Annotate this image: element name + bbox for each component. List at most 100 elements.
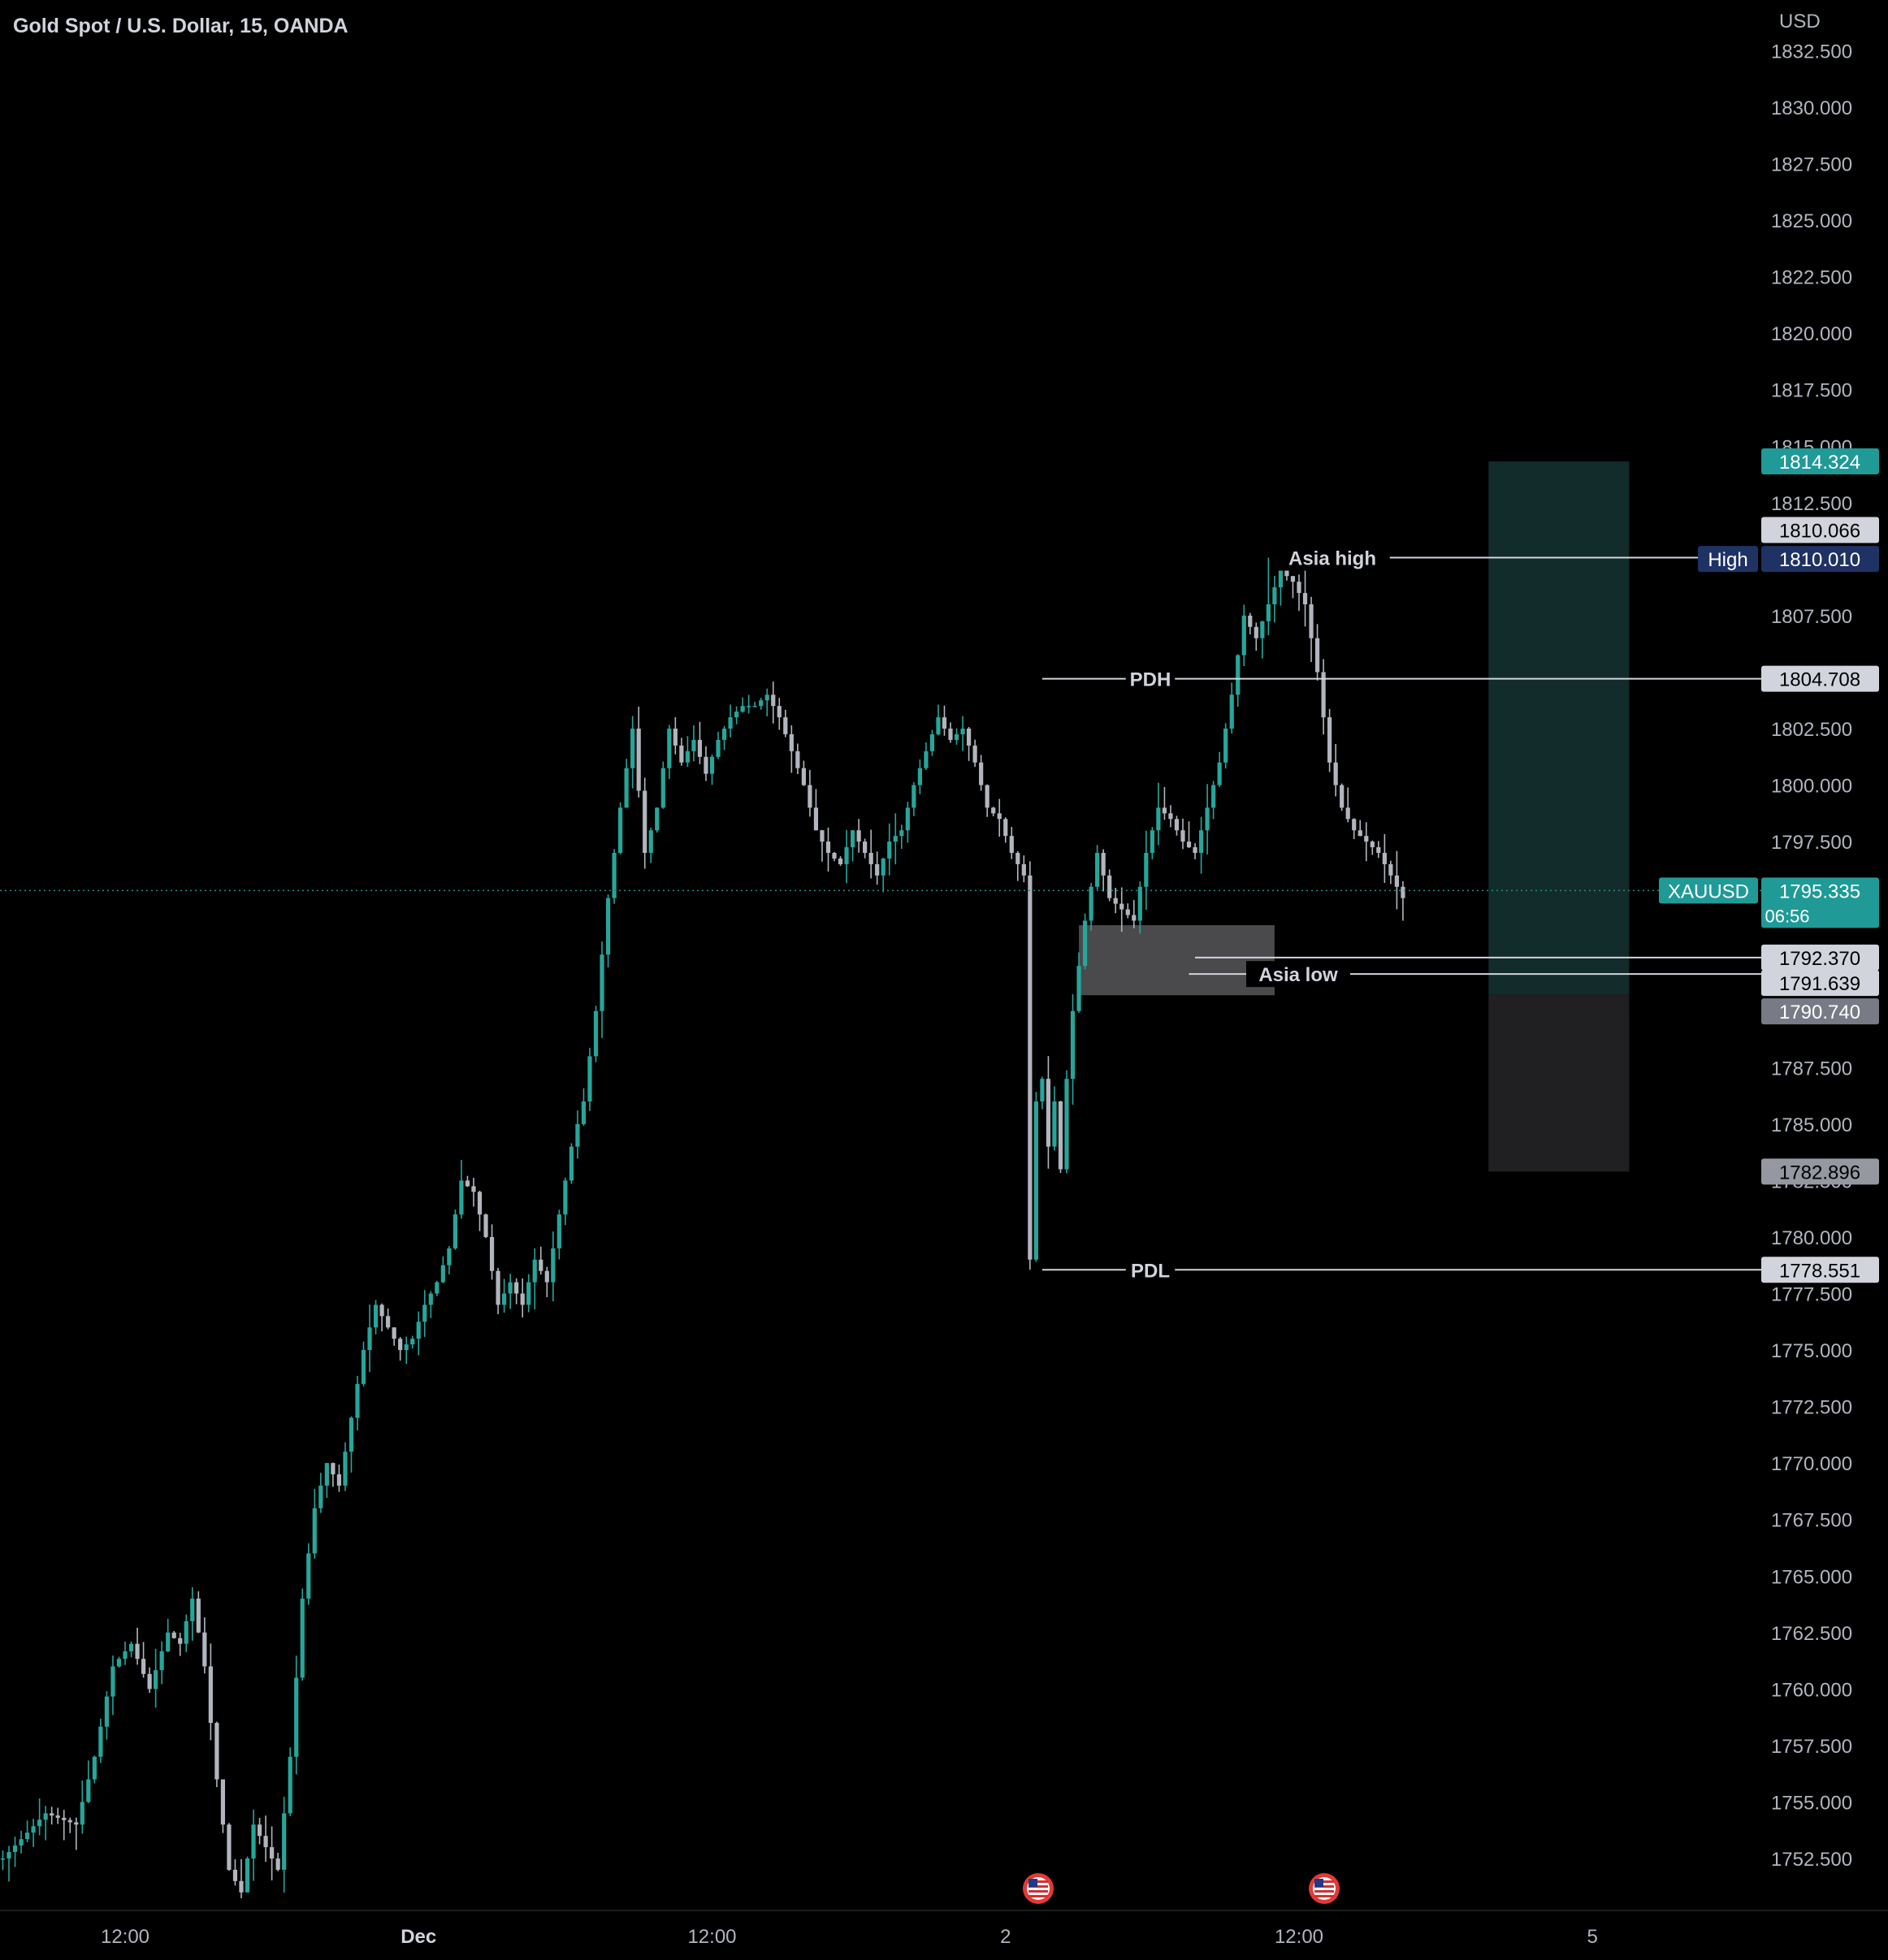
candle-body <box>1376 847 1381 854</box>
candle-body <box>1101 853 1106 876</box>
candle <box>1321 659 1326 735</box>
candle <box>1095 845 1100 890</box>
candle-body <box>1021 863 1026 876</box>
candle-body <box>141 1659 146 1674</box>
asia-high-price-tag-bg[interactable] <box>1761 517 1879 543</box>
current-price-tag-bg[interactable] <box>1761 877 1879 928</box>
candle <box>440 1256 445 1283</box>
candle-body <box>86 1779 91 1802</box>
candle <box>600 941 604 1038</box>
candle <box>306 1543 311 1605</box>
candle <box>318 1473 323 1513</box>
candle-body <box>1186 842 1192 848</box>
y-tick-label: 1777.500 <box>1771 1284 1852 1306</box>
loss-zone[interactable] <box>1488 994 1630 1172</box>
candle <box>141 1642 146 1678</box>
candle-body <box>1180 830 1185 842</box>
candle <box>159 1641 164 1685</box>
candle <box>98 1718 103 1763</box>
candle-body <box>116 1659 122 1667</box>
high-price-tag-bg[interactable] <box>1761 546 1879 573</box>
entry-price-tag: 1790.740 <box>1779 1002 1860 1023</box>
candle <box>379 1303 384 1332</box>
x-tick-label: 12:00 <box>687 1926 736 1948</box>
candle-body <box>587 1056 592 1102</box>
countdown-label: 06:56 <box>1765 906 1809 926</box>
pdh-price-tag-bg[interactable] <box>1761 665 1879 692</box>
candle-body <box>581 1101 587 1124</box>
y-tick-label: 1780.000 <box>1771 1227 1852 1249</box>
profit-zone[interactable] <box>1488 461 1630 995</box>
candle-body <box>343 1452 348 1486</box>
candle-body <box>404 1344 409 1351</box>
candle-body <box>159 1651 164 1671</box>
high-badge-bg <box>1698 546 1758 573</box>
candle-body <box>673 729 678 746</box>
candle-body <box>1162 807 1167 814</box>
candle <box>324 1463 329 1499</box>
candle <box>232 1859 238 1886</box>
candle <box>1119 887 1124 932</box>
take-profit-price-tag-bg[interactable] <box>1761 448 1879 475</box>
candle <box>563 1177 568 1226</box>
candle <box>581 1088 587 1127</box>
candle <box>1248 612 1253 634</box>
candle-body <box>1370 842 1375 848</box>
candle <box>856 819 861 853</box>
candle-body <box>1260 621 1265 638</box>
current-price-tag: 1795.335 <box>1779 880 1860 902</box>
candle-body <box>440 1265 445 1283</box>
us-flag-icon[interactable] <box>1023 1873 1054 1904</box>
candle <box>1272 575 1277 623</box>
candle-body <box>569 1146 574 1181</box>
candle <box>1364 822 1369 862</box>
candle <box>685 736 690 768</box>
candle <box>355 1375 360 1430</box>
y-tick-label: 1765.000 <box>1771 1566 1852 1588</box>
candle <box>905 802 910 843</box>
candle-body <box>539 1259 543 1271</box>
candle <box>660 761 665 809</box>
entry-price-tag-bg[interactable] <box>1761 998 1879 1025</box>
candle <box>184 1614 188 1652</box>
candle <box>312 1489 317 1559</box>
candle <box>917 759 922 794</box>
candle <box>740 697 745 713</box>
demand-zone-box[interactable] <box>1079 925 1275 996</box>
candle-body <box>1089 886 1093 921</box>
candle-body <box>924 751 929 768</box>
candle <box>825 827 831 872</box>
y-tick-label: 1787.500 <box>1771 1058 1852 1080</box>
stop-loss-price-tag-bg[interactable] <box>1761 1158 1879 1185</box>
candle-body <box>1345 807 1350 820</box>
candle-body <box>704 756 708 774</box>
candle-body <box>1254 626 1258 638</box>
pdl-price-tag-bg[interactable] <box>1761 1257 1879 1283</box>
candle <box>1394 850 1400 910</box>
candle <box>832 851 837 862</box>
level-1792-price-tag-bg[interactable] <box>1761 944 1879 971</box>
candle-body <box>912 785 916 808</box>
asia-low-price-tag-bg[interactable] <box>1761 970 1879 997</box>
candle-body <box>905 807 910 831</box>
candle <box>1125 903 1130 919</box>
candle <box>1345 787 1350 823</box>
candle-body <box>1358 830 1362 837</box>
flag-stripe <box>1314 1880 1334 1883</box>
candle <box>74 1817 79 1850</box>
us-flag-icon[interactable] <box>1309 1873 1340 1904</box>
candle <box>728 704 733 738</box>
candle-body <box>721 729 727 740</box>
x-tick-label: 12:00 <box>1275 1926 1323 1948</box>
candle-body <box>991 807 996 814</box>
candle-body <box>128 1643 134 1651</box>
y-tick-label: 1767.500 <box>1771 1510 1852 1532</box>
pdh-line-label-bg <box>1125 665 1176 692</box>
candle-body <box>630 729 635 768</box>
flag-canton <box>1314 1879 1323 1887</box>
candle <box>526 1274 531 1313</box>
candle <box>618 802 623 855</box>
candle-body <box>80 1802 84 1825</box>
